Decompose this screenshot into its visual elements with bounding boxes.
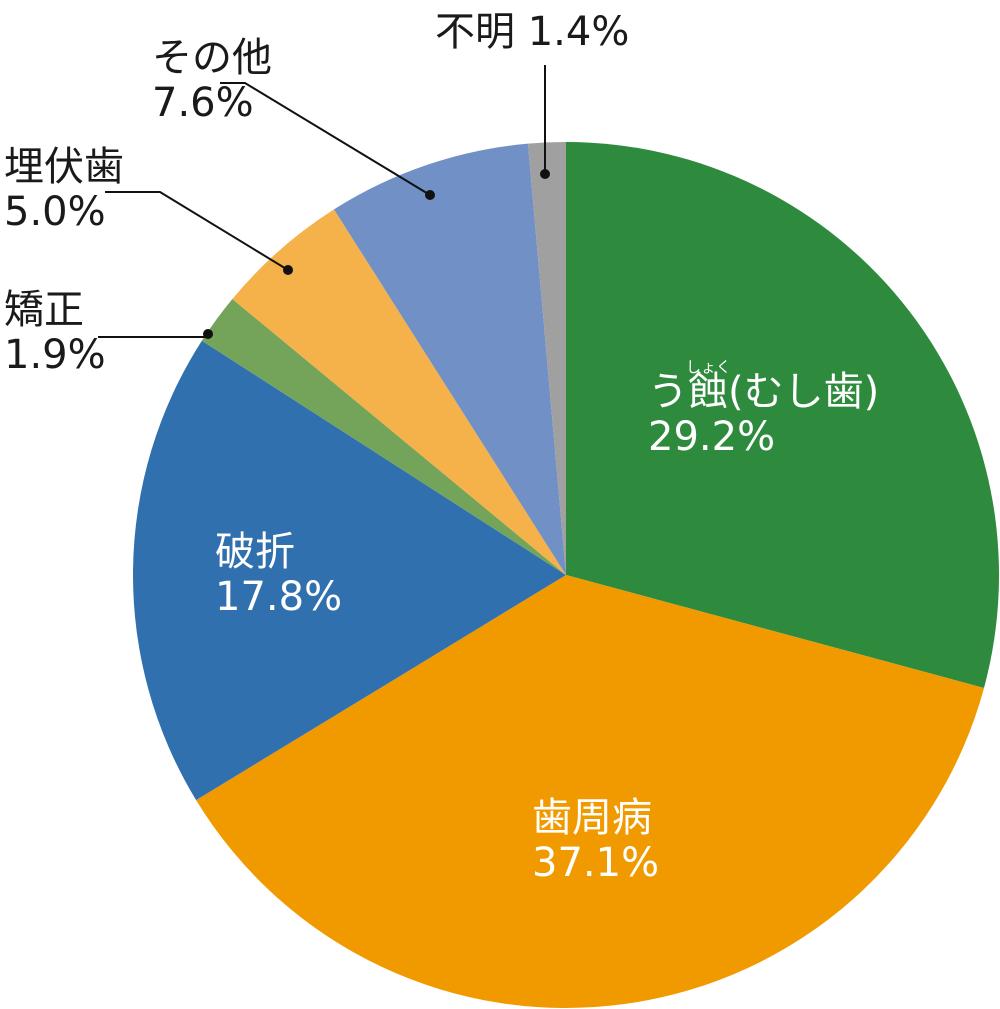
label-fracture-name: 破折 (215, 529, 295, 575)
pie-slices (133, 142, 1000, 1009)
label-perio-name: 歯周病 (532, 795, 652, 841)
leader-line-other (220, 82, 431, 196)
label-caries-pct: 29.2% (648, 413, 776, 460)
pie-slice-1 (196, 575, 985, 1009)
label-unknown-name: 不明 1.4% (435, 9, 630, 55)
label-impacted-name: 埋伏歯 (4, 144, 124, 190)
label-caries: う蝕(むし歯) 29.2% (648, 370, 879, 460)
label-ortho: 矯正 1.9% (4, 288, 106, 378)
leader-lines (98, 65, 546, 338)
label-ortho-name: 矯正 (4, 287, 84, 333)
label-fracture-pct: 17.8% (215, 573, 343, 620)
label-fracture: 破折 17.8% (215, 530, 342, 620)
label-perio: 歯周病 37.1% (532, 796, 659, 886)
label-perio-pct: 37.1% (532, 839, 660, 886)
label-other-pct: 7.6% (152, 79, 254, 126)
pie-slice-6 (527, 142, 566, 575)
pie-slice-4 (232, 209, 566, 575)
label-impacted-pct: 5.0% (4, 188, 106, 235)
pie-slice-5 (333, 143, 566, 576)
label-other: その他 7.6% (152, 36, 272, 126)
leader-dots (203, 169, 550, 339)
pie-slice-3 (201, 298, 566, 575)
label-other-name: その他 (152, 35, 272, 81)
label-caries-name: う蝕(むし歯) (648, 369, 880, 415)
pie-slice-2 (133, 340, 566, 801)
label-ortho-pct: 1.9% (4, 331, 106, 378)
caries-ruby: しょく (686, 358, 732, 376)
label-unknown: 不明 1.4% (435, 10, 629, 55)
pie-slice-0 (566, 142, 1000, 688)
label-impacted: 埋伏歯 5.0% (4, 145, 124, 235)
leader-line-impacted (105, 191, 289, 271)
